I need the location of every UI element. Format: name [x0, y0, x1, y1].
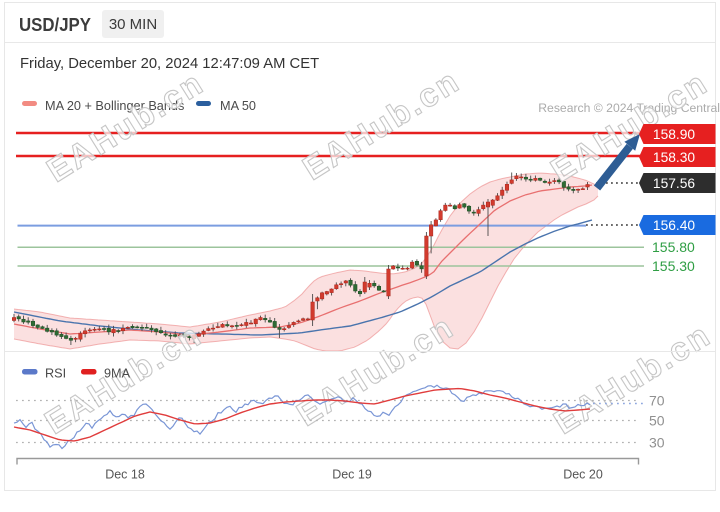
svg-text:MA 20 + Bollinger Bands: MA 20 + Bollinger Bands: [45, 99, 184, 113]
svg-text:50: 50: [649, 413, 665, 429]
svg-text:Friday, December 20, 2024 12:4: Friday, December 20, 2024 12:47:09 AM CE…: [20, 56, 319, 72]
svg-text:156.40: 156.40: [653, 218, 696, 233]
svg-text:USD/JPY: USD/JPY: [19, 14, 92, 35]
svg-text:RSI: RSI: [45, 367, 66, 381]
svg-text:Dec 19: Dec 19: [332, 468, 372, 482]
svg-text:155.30: 155.30: [652, 258, 695, 274]
svg-text:157.56: 157.56: [653, 176, 696, 191]
svg-text:MA 50: MA 50: [220, 99, 256, 113]
svg-text:Dec 20: Dec 20: [563, 468, 603, 482]
svg-text:30 MIN: 30 MIN: [109, 16, 157, 33]
svg-text:158.30: 158.30: [653, 150, 696, 165]
svg-text:158.90: 158.90: [653, 127, 696, 142]
svg-text:30: 30: [649, 435, 665, 451]
svg-text:9MA: 9MA: [104, 367, 131, 381]
svg-text:70: 70: [649, 393, 665, 409]
svg-text:Dec 18: Dec 18: [105, 468, 145, 482]
svg-text:155.80: 155.80: [652, 239, 695, 255]
svg-text:Research © 2024 Trading Centra: Research © 2024 Trading Central: [538, 101, 720, 115]
